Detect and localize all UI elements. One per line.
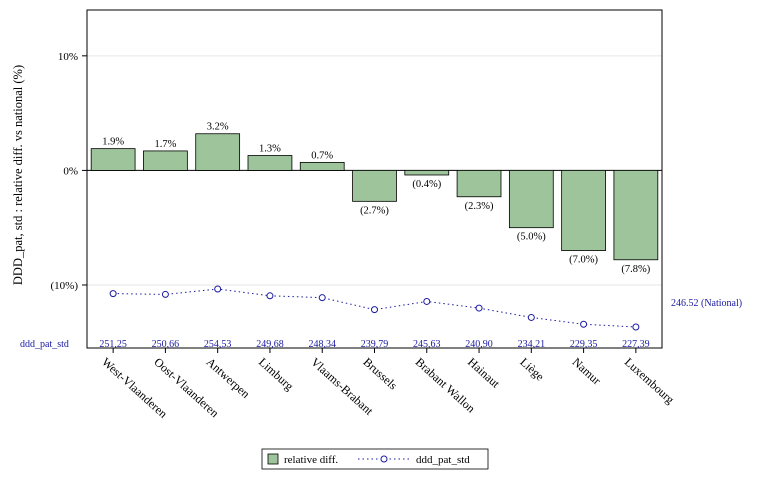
legend-line-marker <box>380 455 388 463</box>
bar <box>456 170 502 198</box>
bar <box>508 170 554 229</box>
secondary-value: 245,63 <box>413 339 441 350</box>
secondary-value: 229,35 <box>570 339 598 350</box>
bar <box>143 150 188 171</box>
gridlines <box>87 55 662 286</box>
bar <box>247 155 293 171</box>
bar-data-label: 1.7% <box>154 139 176 150</box>
bar-data-label: (0.4%) <box>412 179 441 190</box>
secondary-value: 227,39 <box>622 339 650 350</box>
series-point <box>475 304 483 312</box>
secondary-value: 251,25 <box>99 339 127 350</box>
series-point <box>266 292 274 300</box>
bar-data-label: (7.8%) <box>621 264 650 275</box>
y-tick-label: (10%) <box>51 280 79 292</box>
bar-data-label: 0.7% <box>311 150 333 161</box>
series-point <box>214 285 222 293</box>
bar <box>613 170 659 261</box>
secondary-row-label: ddd_pat_std <box>20 339 69 350</box>
legend: relative diff. ddd_pat_std <box>261 448 489 470</box>
series-point <box>632 323 640 331</box>
bar <box>352 170 397 202</box>
y-axis: 10% 0% (10%) <box>51 51 87 292</box>
bar-data-label: 1.3% <box>259 144 281 155</box>
secondary-value: 250,66 <box>152 339 180 350</box>
secondary-value: 240,90 <box>465 339 493 350</box>
secondary-value: 249,68 <box>256 339 284 350</box>
y-tick-label: 0% <box>63 165 78 177</box>
bar <box>195 133 241 171</box>
bar-data-label: (2.7%) <box>360 205 389 216</box>
bar <box>299 161 345 171</box>
series-point <box>161 290 169 298</box>
legend-line-label: ddd_pat_std <box>416 454 470 466</box>
series-point <box>371 306 378 314</box>
national-reference-label: 246.52 (National) <box>671 298 742 309</box>
series-point <box>423 297 431 305</box>
legend-bar-swatch <box>267 453 279 465</box>
y-axis-label: DDD_pat, std : relative diff. vs nationa… <box>11 65 25 285</box>
bar-labels: 1.9% 1.7% 3.2% 1.3% 0.7% (2.7%) (0.4%) (2.3%) (5… <box>102 122 651 275</box>
legend-bar-label: relative diff. <box>284 454 338 466</box>
secondary-value: 239,79 <box>361 339 389 350</box>
series-point <box>109 290 117 298</box>
series-point <box>580 320 588 328</box>
secondary-values: 251,25 250,66 254,53 249,68 248,34 239,79 245,… <box>99 339 649 350</box>
secondary-value: 234,21 <box>518 339 546 350</box>
legend-box <box>261 448 489 470</box>
series-point <box>318 294 326 302</box>
bar <box>404 170 450 176</box>
bar-data-label: (7.0%) <box>569 255 598 266</box>
bar-data-label: (5.0%) <box>517 232 546 243</box>
line-series <box>109 285 640 331</box>
bar-data-label: 3.2% <box>207 122 229 133</box>
secondary-value: 254,53 <box>204 339 232 350</box>
bar <box>561 170 606 252</box>
series-point <box>527 313 535 321</box>
secondary-value: 248,34 <box>308 339 336 350</box>
bar-data-label: 1.9% <box>102 137 124 148</box>
bar-data-label: (2.3%) <box>465 201 494 212</box>
y-tick-label: 10% <box>58 51 78 63</box>
bar <box>90 148 136 171</box>
bars <box>90 133 659 261</box>
